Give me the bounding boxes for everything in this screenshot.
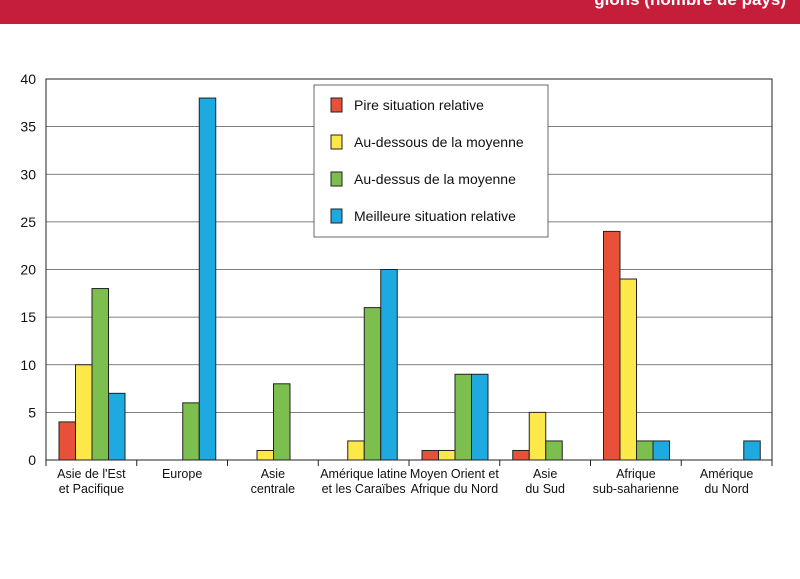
legend-swatch xyxy=(330,97,343,113)
y-tick-label: 10 xyxy=(20,357,36,373)
x-tick-label-line: et les Caraïbes xyxy=(322,482,406,496)
bar xyxy=(182,402,200,461)
header-bar: , gions (nombre de pays) xyxy=(0,0,800,24)
bar xyxy=(545,440,563,461)
x-tick-label-line: Asie de l'Est xyxy=(57,467,126,481)
bar xyxy=(636,440,654,461)
x-tick-label-line: et Pacifique xyxy=(59,482,124,496)
legend-label: Pire situation relative xyxy=(354,97,484,113)
bar xyxy=(438,449,456,461)
bar xyxy=(347,440,365,461)
bar xyxy=(380,269,398,461)
x-tick-label: Amérique latine et les Caraïbes xyxy=(320,467,407,496)
axis-layer: 0 5 10 15 20 25 30 35 40 Asie de l'Est et Pacifiqu… xyxy=(20,71,773,496)
bar xyxy=(198,97,217,461)
y-tick-label: 30 xyxy=(20,166,36,182)
x-tick-label-line: Afrique xyxy=(616,467,656,481)
legend-label: Au-dessous de la moyenne xyxy=(354,134,524,150)
header-title: , gions (nombre de pays) xyxy=(594,0,786,10)
x-tick-label: Asie du Sud xyxy=(525,467,565,496)
bar xyxy=(743,440,761,461)
y-tick-label: 0 xyxy=(28,452,36,468)
header-text-right: gions (nombre de pays) xyxy=(594,0,786,9)
bar xyxy=(471,373,489,461)
x-tick-label-line: sub-saharienne xyxy=(593,482,679,496)
x-tick-label-line: du Sud xyxy=(525,482,565,496)
legend: Pire situation relative Au-dessous de la … xyxy=(313,84,549,238)
bar xyxy=(652,440,670,461)
x-tick-label: Moyen Orient et Afrique du Nord xyxy=(410,467,499,496)
x-tick-label-line: centrale xyxy=(251,482,296,496)
x-tick-label: Afrique sub-saharienne xyxy=(593,467,679,496)
bar xyxy=(528,411,547,461)
legend-box xyxy=(313,84,549,238)
y-tick-label: 40 xyxy=(20,71,36,87)
x-tick-label-line: Amérique latine xyxy=(320,467,407,481)
y-tick-label: 35 xyxy=(20,119,36,135)
bar xyxy=(58,421,76,461)
y-tick-label: 25 xyxy=(20,214,36,230)
x-tick-label: Asie centrale xyxy=(251,467,296,496)
x-tick-label-line: Moyen Orient et xyxy=(410,467,499,481)
y-tick-label: 15 xyxy=(20,309,36,325)
bar xyxy=(363,307,382,461)
y-tick-label: 20 xyxy=(20,262,36,278)
bars-layer xyxy=(58,97,761,461)
x-tick-label: Europe xyxy=(162,467,202,481)
x-tick-label-line: Asie xyxy=(261,467,285,481)
bar xyxy=(256,449,274,461)
x-tick-label-line: du Nord xyxy=(704,482,749,496)
bar xyxy=(512,449,530,461)
legend-swatch xyxy=(330,171,343,187)
bar xyxy=(108,392,126,461)
bar xyxy=(273,383,291,461)
x-tick-label-line: Asie xyxy=(533,467,557,481)
legend-swatch xyxy=(330,208,343,224)
bar xyxy=(454,373,472,461)
y-tick-label: 5 xyxy=(28,404,36,420)
x-tick-label-line: Amérique xyxy=(700,467,754,481)
legend-swatch xyxy=(330,134,343,150)
legend-label: Au-dessus de la moyenne xyxy=(354,171,516,187)
x-tick-label: Amérique du Nord xyxy=(700,467,754,496)
bar xyxy=(603,230,621,461)
x-tick-label: Asie de l'Est et Pacifique xyxy=(57,467,126,496)
bar xyxy=(91,288,109,461)
bar xyxy=(619,278,637,461)
x-tick-label-line: Afrique du Nord xyxy=(411,482,499,496)
bar xyxy=(421,449,439,461)
bar xyxy=(75,364,93,461)
x-tick-label-line: Europe xyxy=(162,467,202,481)
legend-label: Meilleure situation relative xyxy=(354,208,516,224)
